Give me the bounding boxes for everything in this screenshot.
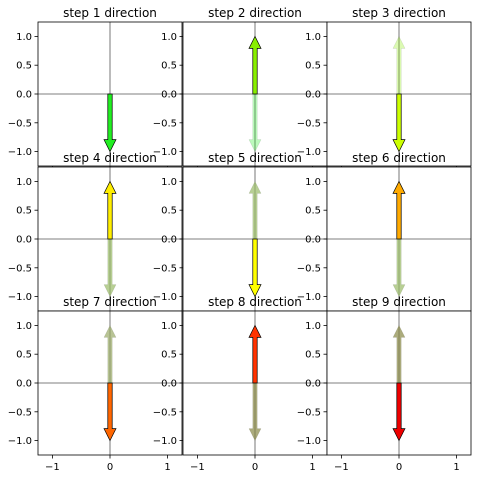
x-tick-label: 0	[396, 462, 402, 473]
y-tick-label: −0.5	[8, 407, 32, 418]
x-tick-label: −1	[334, 462, 349, 473]
y-tick-label: −1.0	[153, 147, 177, 158]
y-tick-label: −0.5	[297, 118, 321, 129]
direction-arrow	[103, 382, 117, 442]
y-tick-label: −0.5	[153, 118, 177, 129]
direction-arrow	[248, 93, 262, 152]
x-tick-label: 1	[309, 462, 315, 473]
panel-step-6: −1.0 −0.5 0.0 0.5 1.0 step 6 direction	[297, 151, 472, 315]
direction-arrow	[392, 382, 406, 442]
panel-title: step 2 direction	[208, 6, 302, 20]
panel-step-2: −1.0 −0.5 0.0 0.5 1.0 step 2 direction	[153, 6, 328, 170]
direction-arrow	[103, 238, 117, 297]
x-tick-label: 1	[453, 462, 459, 473]
direction-arrow	[392, 93, 406, 153]
direction-arrow	[248, 238, 262, 298]
x-tick-label: 0	[107, 462, 113, 473]
panel-step-3: −1.0 −0.5 0.0 0.5 1.0 step 3 direction	[297, 6, 472, 170]
y-tick-label: −1.0	[153, 436, 177, 447]
x-tick-label: 0	[252, 462, 258, 473]
y-tick-label: 0.5	[305, 206, 321, 217]
y-tick-label: −1.0	[8, 292, 32, 303]
direction-arrow	[392, 325, 406, 384]
panel-title: step 8 direction	[208, 295, 302, 309]
y-tick-label: 1.0	[161, 321, 177, 332]
direction-arrow	[392, 180, 406, 240]
y-tick-label: 0.0	[16, 235, 32, 246]
direction-arrow	[248, 382, 262, 441]
y-tick-label: 1.0	[16, 32, 32, 43]
y-tick-label: −1.0	[8, 147, 32, 158]
direction-arrow	[392, 238, 406, 297]
direction-arrow	[248, 324, 262, 384]
y-tick-label: 0.0	[305, 379, 321, 390]
panel-title: step 3 direction	[352, 6, 446, 20]
y-tick-label: 0.0	[161, 90, 177, 101]
panel-title: step 7 direction	[63, 295, 157, 309]
panel-title: step 5 direction	[208, 151, 302, 165]
y-tick-label: 1.0	[16, 321, 32, 332]
x-tick-label: −1	[45, 462, 60, 473]
direction-arrow	[103, 93, 117, 153]
panel-step-5: −1.0 −0.5 0.0 0.5 1.0 step 5 direction	[153, 151, 328, 315]
y-tick-label: −1.0	[153, 292, 177, 303]
y-tick-label: 0.0	[16, 90, 32, 101]
y-tick-label: 0.0	[161, 379, 177, 390]
panel-step-4: −1.0 −0.5 0.0 0.5 1.0 step 4 direction	[8, 151, 183, 315]
y-tick-label: −1.0	[297, 436, 321, 447]
y-tick-label: 0.5	[161, 61, 177, 72]
y-tick-label: 1.0	[16, 177, 32, 188]
x-tick-label: 1	[164, 462, 170, 473]
y-tick-label: 0.5	[16, 350, 32, 361]
y-tick-label: 0.5	[16, 206, 32, 217]
y-tick-label: −0.5	[8, 118, 32, 129]
y-tick-label: 0.0	[16, 379, 32, 390]
y-tick-label: 0.5	[305, 350, 321, 361]
panel-title: step 1 direction	[63, 6, 157, 20]
panel-title: step 6 direction	[352, 151, 446, 165]
y-tick-label: 1.0	[161, 177, 177, 188]
y-tick-label: 0.5	[161, 350, 177, 361]
y-tick-label: 0.5	[16, 61, 32, 72]
y-tick-label: 0.0	[161, 235, 177, 246]
panel-step-7: −1.0 −0.5 0.0 0.5 1.0 −1 0 1 step 7 direction	[8, 295, 183, 473]
y-tick-label: −0.5	[8, 263, 32, 274]
panel-title: step 9 direction	[352, 295, 446, 309]
direction-arrow	[248, 35, 262, 95]
y-tick-label: 1.0	[305, 32, 321, 43]
x-tick-label: −1	[190, 462, 205, 473]
panel-title: step 4 direction	[63, 151, 157, 165]
direction-arrow	[392, 36, 406, 95]
panel-step-1: −1.0 −0.5 0.0 0.5 1.0 step 1 direction	[8, 6, 183, 170]
y-tick-label: −1.0	[297, 147, 321, 158]
direction-arrow	[248, 181, 262, 240]
y-tick-label: 0.5	[161, 206, 177, 217]
y-tick-label: 1.0	[305, 321, 321, 332]
y-tick-label: −0.5	[297, 407, 321, 418]
y-tick-label: 0.0	[305, 90, 321, 101]
y-tick-label: 1.0	[161, 32, 177, 43]
y-tick-label: 0.5	[305, 61, 321, 72]
y-tick-label: −0.5	[153, 263, 177, 274]
y-tick-label: −1.0	[297, 292, 321, 303]
panel-step-9: −1.0 −0.5 0.0 0.5 1.0 −1 0 1 step 9 direction	[297, 295, 472, 473]
y-tick-label: −0.5	[153, 407, 177, 418]
direction-arrow	[103, 180, 117, 240]
y-tick-label: −0.5	[297, 263, 321, 274]
y-tick-label: −1.0	[8, 436, 32, 447]
y-tick-label: 1.0	[305, 177, 321, 188]
direction-arrow	[103, 325, 117, 384]
y-tick-label: 0.0	[305, 235, 321, 246]
